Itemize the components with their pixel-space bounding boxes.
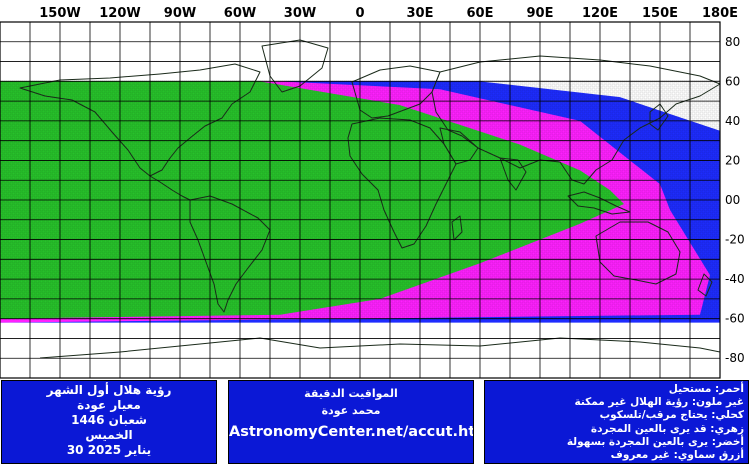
- lat-label: 00: [725, 193, 740, 207]
- lon-label: 150W: [39, 6, 80, 21]
- lat-label: 60: [725, 74, 740, 88]
- source-panel: المواقيت الدقيقة محمد عودة AstronomyCent…: [228, 380, 474, 464]
- world-visibility-map: 150W 120W 90W 60W 30W 0 30E 60E 90E 120E 150E 180E …: [0, 6, 745, 379]
- europe-outline: [351, 65, 441, 119]
- accurate-times-label: المواقيت الدقيقة: [304, 387, 398, 400]
- australia-outline: [595, 221, 681, 285]
- asia-outline: [431, 55, 721, 185]
- lon-label: 60W: [224, 6, 256, 21]
- legend-pink: زهري: قد يرى بالعين المجردة: [590, 422, 744, 435]
- madagascar-outline: [451, 215, 463, 241]
- lon-label: 180E: [702, 6, 738, 21]
- longitude-labels: 150W 120W 90W 60W 30W 0 30E 60E 90E 120E 150E 180E: [39, 6, 738, 21]
- lat-label: -40: [725, 272, 745, 286]
- legend-panel: أحمر: مستحيل غير ملون: رؤية الهلال غير م…: [484, 380, 749, 464]
- antarctica-outline: [39, 337, 721, 359]
- lon-label: 120W: [99, 6, 140, 21]
- hijri-month: شعبان 1446: [71, 413, 147, 427]
- legend-navy: كحلي: يحتاج مرقب/تلسكوب: [599, 409, 744, 422]
- lon-label: 90E: [527, 6, 554, 21]
- criterion-label: معيار عودة: [77, 398, 141, 412]
- south-america-outline: [189, 195, 271, 313]
- latitude-labels: 80 60 40 20 00 -20 -40 -60 -80: [725, 35, 745, 365]
- india-outline: [499, 157, 527, 191]
- lon-label: 90W: [164, 6, 196, 21]
- legend-red: أحمر: مستحيل: [668, 383, 744, 395]
- lon-label: 30E: [407, 6, 434, 21]
- lat-label: 40: [725, 114, 740, 128]
- lon-label: 0: [355, 6, 364, 21]
- map-frame: [0, 21, 721, 379]
- panel-title: رؤية هلال أول الشهر: [46, 383, 172, 397]
- japan-outline: [649, 103, 669, 131]
- greenland-outline: [261, 39, 329, 93]
- lon-label: 30W: [284, 6, 316, 21]
- lat-label: 20: [725, 153, 740, 167]
- lon-label: 120E: [582, 6, 618, 21]
- weekday: الخميس: [85, 428, 133, 442]
- lat-label: 80: [725, 35, 740, 49]
- lat-label: -60: [725, 312, 745, 326]
- gregorian-date: 30 يناير 2025: [66, 443, 152, 457]
- lon-label: 60E: [467, 6, 494, 21]
- arabia-outline: [439, 127, 479, 165]
- legend-green: أخضر: يرى بالعين المجردة بسهولة: [566, 435, 744, 448]
- lon-label: 150E: [642, 6, 678, 21]
- source-url[interactable]: AstronomyCenter.net/accut.html: [229, 424, 474, 440]
- graticule: [0, 21, 721, 379]
- date-info-panel: رؤية هلال أول الشهر معيار عودة شعبان 144…: [1, 380, 217, 464]
- legend-uncolored: غير ملون: رؤية الهلال غير ممكنة: [574, 396, 744, 409]
- lat-label: -20: [725, 233, 745, 247]
- north-america-outline: [19, 63, 261, 177]
- legend-sky-blue: أزرق سماوي: غير معروف: [610, 449, 744, 462]
- lat-label: -80: [725, 351, 745, 365]
- author-name: محمد عودة: [321, 404, 381, 417]
